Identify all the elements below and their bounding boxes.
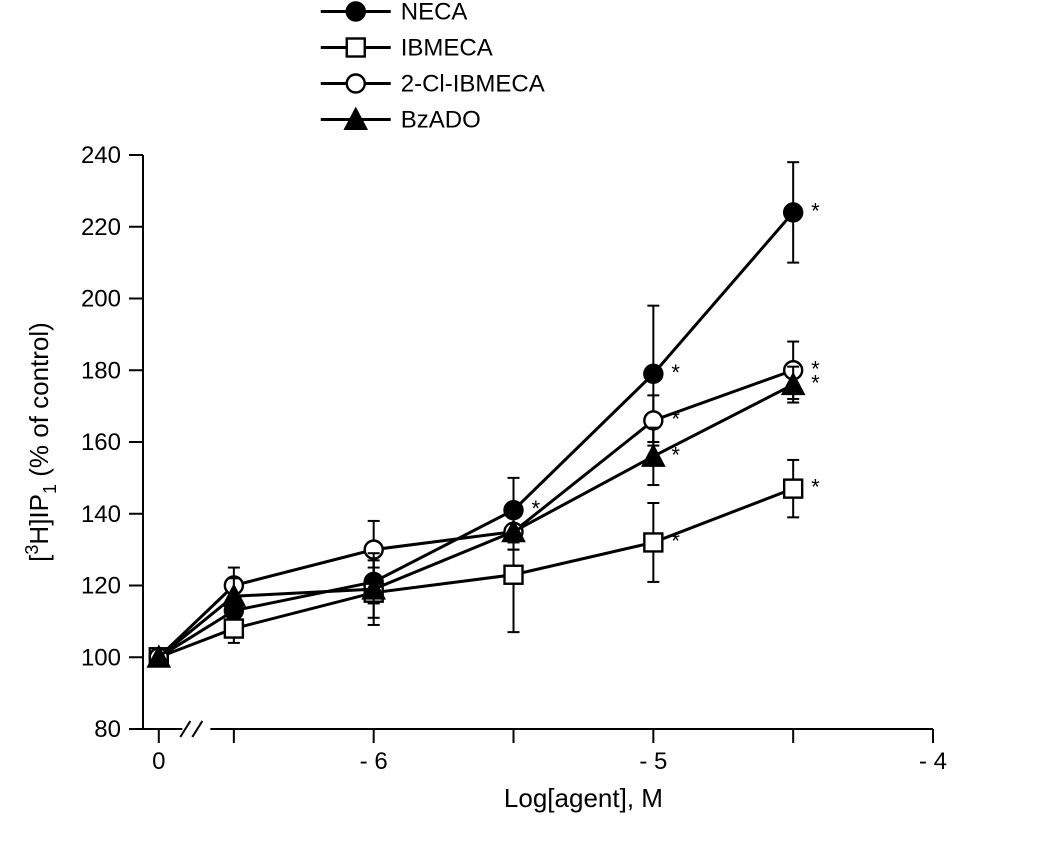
legend-label: 2-Cl-IBMECA (401, 71, 545, 98)
y-tick-label: 240 (81, 142, 121, 169)
legend-label: NECA (401, 0, 468, 26)
y-tick-label: 160 (81, 429, 121, 456)
x-axis-title: Log[agent], M (504, 783, 663, 813)
square-marker (784, 480, 802, 498)
significance-marker: * (671, 360, 680, 385)
significance-marker: * (671, 406, 680, 431)
y-tick-label: 100 (81, 644, 121, 671)
y-tick-label: 120 (81, 573, 121, 600)
legend-label: IBMECA (401, 35, 493, 62)
circle-marker (784, 203, 802, 221)
square-marker (644, 533, 662, 551)
square-marker (347, 39, 365, 57)
x-tick-label: - 6 (360, 748, 388, 775)
circle-marker (347, 3, 365, 21)
significance-marker: * (811, 371, 820, 396)
circle-marker (347, 75, 365, 93)
x-tick-label: 0 (152, 748, 165, 775)
significance-marker: * (671, 528, 680, 553)
significance-marker: * (671, 442, 680, 467)
chart-background (0, 0, 1050, 860)
y-tick-label: 220 (81, 214, 121, 241)
y-tick-label: 140 (81, 501, 121, 528)
x-tick-label: - 5 (639, 748, 667, 775)
x-tick-label: - 4 (919, 748, 947, 775)
chart-svg: 80100120140160180200220240[3H]IP1 (% of … (0, 0, 1050, 860)
significance-marker: * (811, 475, 820, 500)
significance-marker: * (811, 198, 820, 223)
chart-container: 80100120140160180200220240[3H]IP1 (% of … (0, 0, 1050, 860)
square-marker (225, 620, 243, 638)
y-tick-label: 80 (94, 716, 121, 743)
square-marker (505, 566, 523, 584)
legend-label: BzADO (401, 107, 481, 134)
y-tick-label: 180 (81, 357, 121, 384)
y-tick-label: 200 (81, 286, 121, 313)
circle-marker (644, 365, 662, 383)
